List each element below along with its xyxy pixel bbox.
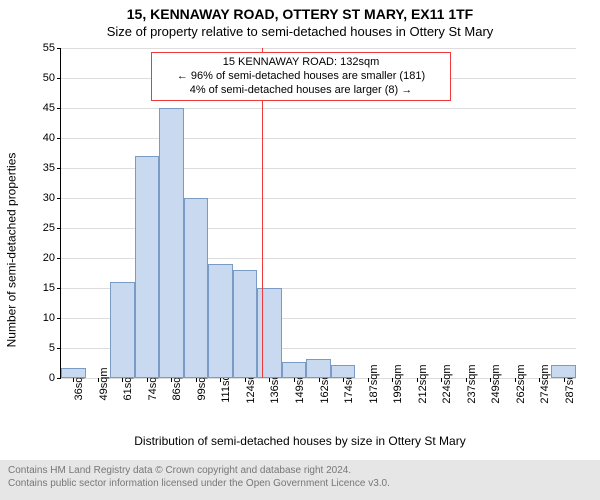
annotation-line2: ← 96% of semi-detached houses are smalle… <box>158 70 444 84</box>
chart-container: 15, KENNAWAY ROAD, OTTERY ST MARY, EX11 … <box>0 0 600 500</box>
y-tick-label: 20 <box>43 252 55 264</box>
annotation-line1: 15 KENNAWAY ROAD: 132sqm <box>158 56 444 70</box>
plot-area: 051015202530354045505536sqm49sqm61sqm74s… <box>60 48 576 379</box>
histogram-bar <box>331 365 356 378</box>
histogram-bar <box>159 108 184 378</box>
y-tick-mark <box>57 108 61 109</box>
y-tick-label: 25 <box>43 222 55 234</box>
y-tick-mark <box>57 48 61 49</box>
x-tick-label: 187sqm <box>368 364 380 403</box>
y-tick-mark <box>57 318 61 319</box>
y-tick-mark <box>57 348 61 349</box>
footer-line1: Contains HM Land Registry data © Crown c… <box>8 464 592 477</box>
y-tick-mark <box>57 258 61 259</box>
y-tick-label: 15 <box>43 282 55 294</box>
y-tick-mark <box>57 228 61 229</box>
x-tick-label: 199sqm <box>392 364 404 403</box>
x-tick-label: 262sqm <box>515 364 527 403</box>
histogram-bar <box>135 156 160 378</box>
histogram-bar <box>306 359 331 378</box>
y-tick-label: 35 <box>43 162 55 174</box>
gridline <box>61 48 576 49</box>
x-tick-label: 249sqm <box>490 364 502 403</box>
histogram-bar <box>551 365 576 378</box>
x-tick-label: 224sqm <box>441 364 453 403</box>
footer: Contains HM Land Registry data © Crown c… <box>0 460 600 500</box>
y-tick-label: 10 <box>43 312 55 324</box>
y-tick-label: 5 <box>49 342 55 354</box>
histogram-bar <box>257 288 282 378</box>
y-tick-mark <box>57 288 61 289</box>
gridline <box>61 108 576 109</box>
chart-title-line1: 15, KENNAWAY ROAD, OTTERY ST MARY, EX11 … <box>0 6 600 22</box>
chart-title-line2: Size of property relative to semi-detach… <box>0 24 600 39</box>
y-tick-label: 55 <box>43 42 55 54</box>
y-tick-mark <box>57 78 61 79</box>
x-tick-label: 212sqm <box>417 364 429 403</box>
y-tick-label: 30 <box>43 192 55 204</box>
histogram-bar <box>233 270 258 378</box>
x-tick-label: 237sqm <box>466 364 478 403</box>
footer-line2: Contains public sector information licen… <box>8 477 592 490</box>
histogram-bar <box>282 362 307 378</box>
x-tick-label: 49sqm <box>98 367 110 400</box>
histogram-bar <box>61 368 86 378</box>
annotation-line3: 4% of semi-detached houses are larger (8… <box>158 84 444 98</box>
y-tick-mark <box>57 378 61 379</box>
histogram-bar <box>184 198 209 378</box>
y-tick-label: 45 <box>43 102 55 114</box>
y-tick-label: 0 <box>49 372 55 384</box>
gridline <box>61 138 576 139</box>
histogram-bar <box>110 282 135 378</box>
y-tick-label: 50 <box>43 72 55 84</box>
y-axis-label-text: Number of semi-detached properties <box>4 153 18 348</box>
y-tick-label: 40 <box>43 132 55 144</box>
histogram-bar <box>208 264 233 378</box>
y-tick-mark <box>57 168 61 169</box>
annotation-box: 15 KENNAWAY ROAD: 132sqm← 96% of semi-de… <box>151 52 451 101</box>
y-tick-mark <box>57 198 61 199</box>
y-axis-label: Number of semi-detached properties <box>2 0 20 500</box>
y-tick-mark <box>57 138 61 139</box>
x-axis-label: Distribution of semi-detached houses by … <box>0 434 600 448</box>
x-tick-label: 274sqm <box>539 364 551 403</box>
